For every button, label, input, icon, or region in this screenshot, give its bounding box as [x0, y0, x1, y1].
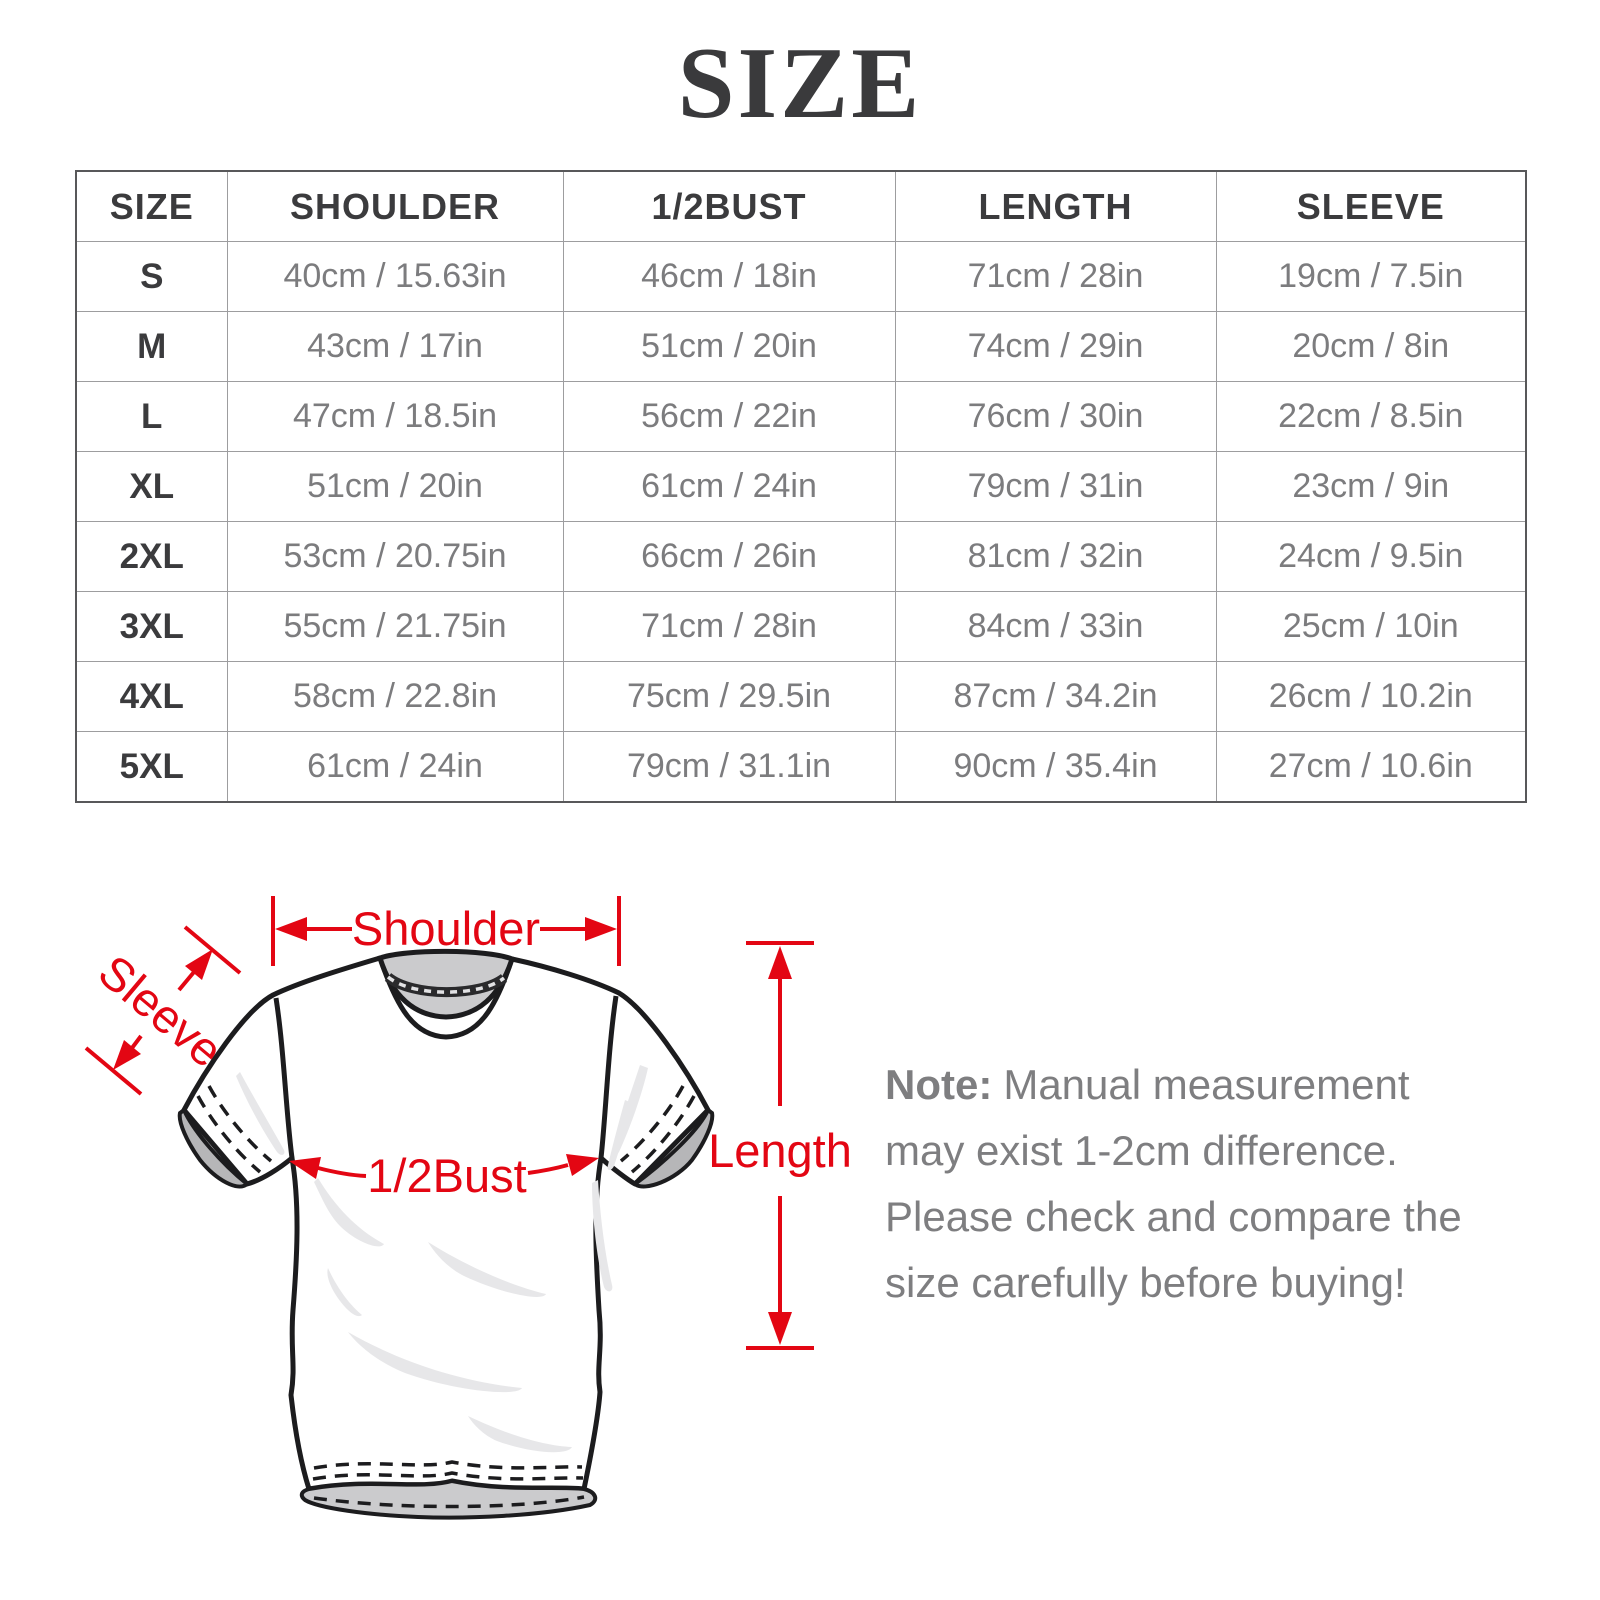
note-body: Manual measurement may exist 1-2cm diffe…: [885, 1061, 1462, 1306]
length-value: 90cm / 35.4in: [894, 731, 1217, 803]
shoulder-value: 53cm / 20.75in: [226, 521, 564, 592]
sleeve-value: 20cm / 8in: [1215, 311, 1527, 382]
shoulder-value: 51cm / 20in: [226, 451, 564, 522]
length-value: 71cm / 28in: [894, 241, 1217, 312]
length-value: 84cm / 33in: [894, 591, 1217, 662]
sleeve-value: 23cm / 9in: [1215, 451, 1527, 522]
table-row: 5XL 61cm / 24in 79cm / 31.1in 90cm / 35.…: [75, 731, 1527, 803]
bust-value: 56cm / 22in: [562, 381, 896, 452]
tshirt-illustration: [177, 948, 715, 1520]
sleeve-value: 19cm / 7.5in: [1215, 241, 1527, 312]
shoulder-value: 61cm / 24in: [226, 731, 564, 803]
sleeve-value: 25cm / 10in: [1215, 591, 1527, 662]
size-table: SIZE SHOULDER 1/2BUST LENGTH SLEEVE S 40…: [75, 170, 1527, 803]
table-row: S 40cm / 15.63in 46cm / 18in 71cm / 28in…: [75, 241, 1527, 312]
sleeve-measure: [84, 925, 242, 1096]
table-row: 2XL 53cm / 20.75in 66cm / 26in 81cm / 32…: [75, 521, 1527, 592]
size-label: S: [75, 241, 228, 312]
page-title: SIZE: [677, 27, 923, 140]
length-value: 81cm / 32in: [894, 521, 1217, 592]
sleeve-value: 22cm / 8.5in: [1215, 381, 1527, 452]
table-row: 3XL 55cm / 21.75in 71cm / 28in 84cm / 33…: [75, 591, 1527, 662]
size-label: 4XL: [75, 661, 228, 732]
measurement-annotations: [84, 896, 814, 1350]
table-row: XL 51cm / 20in 61cm / 24in 79cm / 31in 2…: [75, 451, 1527, 522]
length-label: Length: [708, 1124, 852, 1177]
shoulder-value: 58cm / 22.8in: [226, 661, 564, 732]
bust-value: 66cm / 26in: [562, 521, 896, 592]
length-value: 74cm / 29in: [894, 311, 1217, 382]
size-label: XL: [75, 451, 228, 522]
bust-value: 79cm / 31.1in: [562, 731, 896, 803]
length-measure: [746, 941, 814, 1350]
col-header-bust: 1/2BUST: [562, 170, 896, 242]
size-label: 5XL: [75, 731, 228, 803]
shoulder-value: 43cm / 17in: [226, 311, 564, 382]
sleeve-value: 26cm / 10.2in: [1215, 661, 1527, 732]
table-row: 4XL 58cm / 22.8in 75cm / 29.5in 87cm / 3…: [75, 661, 1527, 732]
size-label: M: [75, 311, 228, 382]
col-header-length: LENGTH: [894, 170, 1217, 242]
note-text: Note: Manual measurement may exist 1-2cm …: [885, 1052, 1485, 1316]
bust-label: 1/2Bust: [367, 1149, 526, 1202]
shoulder-label: Shoulder: [352, 902, 540, 955]
shoulder-value: 40cm / 15.63in: [226, 241, 564, 312]
bust-value: 51cm / 20in: [562, 311, 896, 382]
sleeve-value: 24cm / 9.5in: [1215, 521, 1527, 592]
bust-value: 71cm / 28in: [562, 591, 896, 662]
shoulder-measure: [271, 896, 621, 966]
sleeve-label: Sleeve: [89, 944, 233, 1077]
size-label: L: [75, 381, 228, 452]
col-header-sleeve: SLEEVE: [1215, 170, 1527, 242]
bust-measure: [289, 1154, 599, 1179]
shoulder-value: 55cm / 21.75in: [226, 591, 564, 662]
note-label: Note:: [885, 1061, 993, 1108]
bust-value: 46cm / 18in: [562, 241, 896, 312]
table-row: M 43cm / 17in 51cm / 20in 74cm / 29in 20…: [75, 311, 1527, 382]
stitch-lines: [196, 1085, 696, 1481]
table-row: L 47cm / 18.5in 56cm / 22in 76cm / 30in …: [75, 381, 1527, 452]
length-value: 76cm / 30in: [894, 381, 1217, 452]
bust-value: 61cm / 24in: [562, 451, 896, 522]
bust-value: 75cm / 29.5in: [562, 661, 896, 732]
size-label: 3XL: [75, 591, 228, 662]
wrinkle-shading: [236, 1065, 648, 1453]
sleeve-value: 27cm / 10.6in: [1215, 731, 1527, 803]
